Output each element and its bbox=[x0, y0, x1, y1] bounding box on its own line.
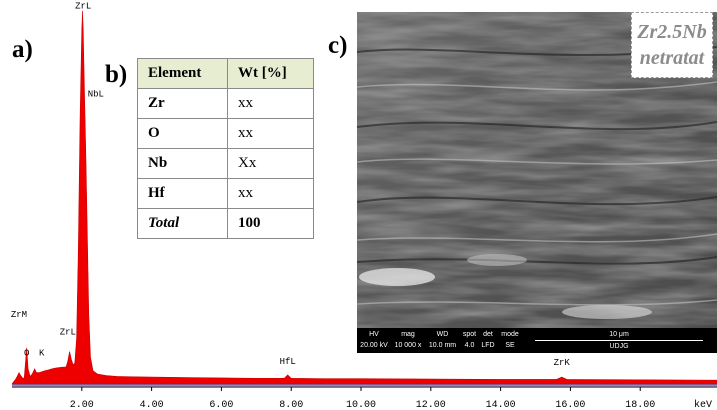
element-cell: Zr bbox=[137, 88, 228, 119]
table-total-row: Total 100 bbox=[137, 208, 314, 239]
element-cell: Nb bbox=[137, 148, 228, 179]
composition-table: Element Wt [%] Zr xx O xx Nb Xx Hf xx To… bbox=[137, 58, 314, 239]
sem-info-value: 20.00 kV bbox=[360, 342, 388, 349]
header-weight-percent: Wt [%] bbox=[227, 58, 314, 89]
sem-info-column: det LFD bbox=[479, 329, 497, 351]
peak-label: NbL bbox=[88, 89, 104, 99]
lab-label: UDJG bbox=[609, 343, 629, 350]
peak-label: ZrL bbox=[75, 2, 91, 12]
panel-label-b: b) bbox=[105, 61, 128, 88]
sem-info-header: HV bbox=[369, 331, 379, 338]
spectrum-area bbox=[11, 10, 717, 385]
sem-info-column: spot 4.0 bbox=[460, 329, 479, 351]
x-tick-label: 12.00 bbox=[416, 400, 446, 410]
table-header-row: Element Wt [%] bbox=[137, 58, 314, 89]
sem-info-value: 4.0 bbox=[464, 342, 475, 349]
sem-info-header: spot bbox=[462, 331, 477, 338]
x-axis-ticks: 2.00 4.00 6.00 8.00 10.00 12.00 14.00 16.00 18.0… bbox=[70, 387, 655, 410]
x-tick-label: 2.00 bbox=[70, 400, 94, 410]
panel-label-c: c) bbox=[328, 32, 348, 59]
header-element: Element bbox=[137, 58, 228, 89]
sem-info-header: mag bbox=[401, 331, 415, 338]
x-tick-label: 8.00 bbox=[279, 400, 303, 410]
sem-info-value: 10 000 x bbox=[394, 342, 422, 349]
peak-label: ZrK bbox=[554, 358, 571, 368]
sem-info-value: 10.0 mm bbox=[428, 342, 457, 349]
peak-label: O bbox=[24, 348, 29, 358]
sem-info-column: mode SE bbox=[497, 329, 523, 351]
sem-info-column: mag 10 000 x bbox=[391, 329, 425, 351]
peak-label: K bbox=[39, 348, 45, 358]
total-label-cell: Total bbox=[137, 208, 228, 239]
caption-line-2: netratat bbox=[639, 47, 705, 69]
peak-label: HfL bbox=[280, 357, 296, 367]
element-cell: Hf bbox=[137, 178, 228, 209]
caption-line-1: Zr2.5Nb bbox=[637, 21, 707, 43]
sem-info-value: SE bbox=[505, 342, 515, 349]
peak-label: ZrM bbox=[11, 310, 27, 320]
sem-info-header: det bbox=[483, 331, 493, 338]
x-tick-label: 6.00 bbox=[209, 400, 233, 410]
x-tick-label: 10.00 bbox=[346, 400, 376, 410]
x-tick-label: 4.00 bbox=[140, 400, 164, 410]
table-row: Nb Xx bbox=[137, 148, 314, 179]
sample-caption: Zr2.5Nb netratat bbox=[631, 12, 713, 78]
table-row: Hf xx bbox=[137, 178, 314, 209]
sem-info-column: HV 20.00 kV bbox=[357, 329, 391, 351]
weight-cell: xx bbox=[227, 118, 314, 149]
sem-info-value: LFD bbox=[481, 342, 495, 349]
weight-cell: xx bbox=[227, 88, 314, 119]
x-tick-label: 16.00 bbox=[555, 400, 585, 410]
table-row: O xx bbox=[137, 118, 314, 149]
sem-info-header: mode bbox=[501, 331, 519, 338]
weight-cell: Xx bbox=[227, 148, 314, 179]
element-cell: O bbox=[137, 118, 228, 149]
total-value-cell: 100 bbox=[227, 208, 314, 239]
sem-info-header: WD bbox=[436, 331, 449, 338]
sem-micrograph-panel: HV 20.00 kV mag 10 000 x WD 10.0 mm spot 4.0 det… bbox=[357, 0, 717, 353]
x-tick-label: 14.00 bbox=[486, 400, 516, 410]
sem-info-column: WD 10.0 mm bbox=[425, 329, 460, 351]
x-axis-label: keV bbox=[694, 399, 712, 410]
panel-label-a: a) bbox=[12, 36, 33, 63]
weight-cell: xx bbox=[227, 178, 314, 209]
sem-info-bar: HV 20.00 kV mag 10 000 x WD 10.0 mm spot 4.0 det… bbox=[357, 328, 717, 353]
table-row: Zr xx bbox=[137, 88, 314, 119]
scale-bar-label: 10 μm bbox=[535, 329, 703, 341]
peak-label: ZrL bbox=[60, 327, 76, 337]
x-tick-label: 18.00 bbox=[625, 400, 655, 410]
scale-bar: 10 μm UDJG bbox=[529, 329, 709, 352]
